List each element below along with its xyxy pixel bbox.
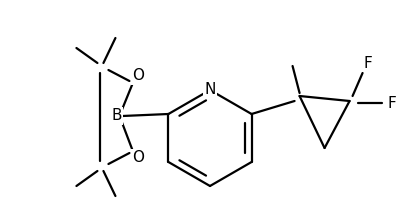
Text: N: N xyxy=(204,83,215,97)
Text: O: O xyxy=(132,151,144,165)
Text: O: O xyxy=(132,68,144,84)
Text: B: B xyxy=(111,108,122,124)
Text: F: F xyxy=(386,95,395,111)
Text: F: F xyxy=(362,56,371,70)
